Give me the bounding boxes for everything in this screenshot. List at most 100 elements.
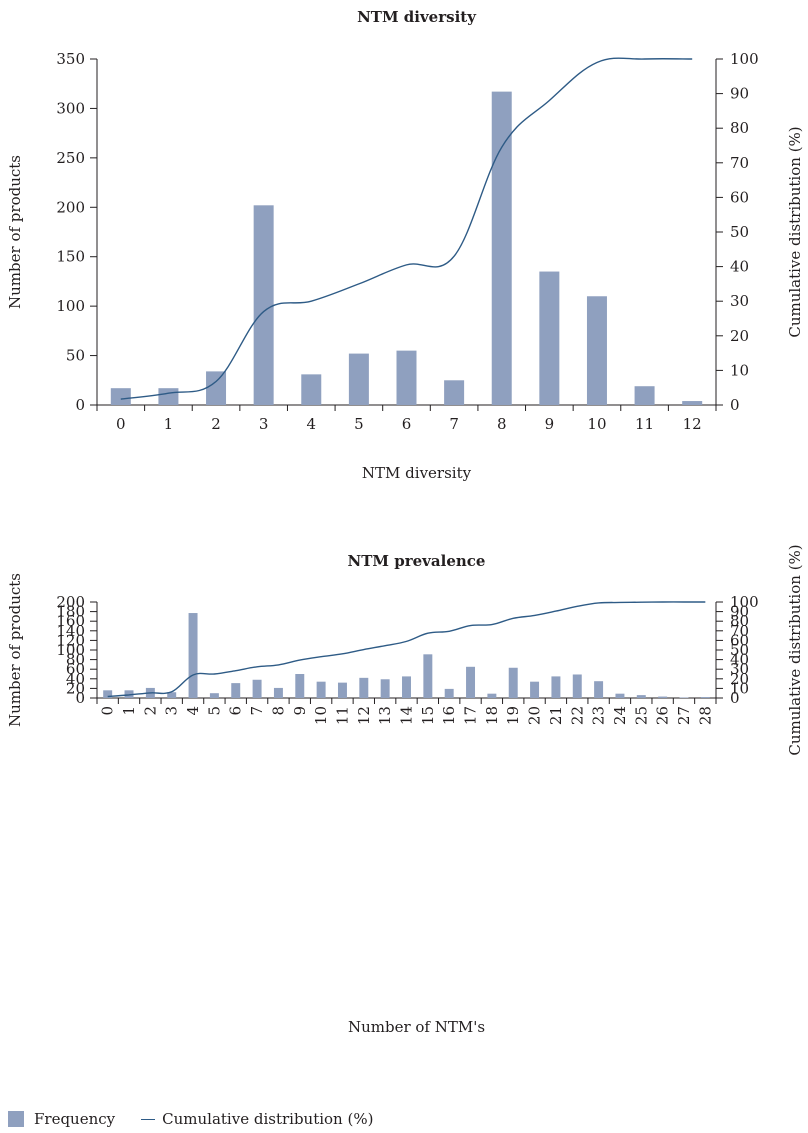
x-tick-label: 1: [164, 415, 174, 433]
bar: [337, 682, 347, 698]
bar: [301, 374, 322, 405]
x-tick-label: 22: [568, 706, 586, 725]
x-tick-label: 21: [547, 706, 565, 725]
x-tick-label: 11: [333, 706, 351, 725]
y2-tick-label: 0: [730, 689, 740, 707]
x-tick-label: 27: [675, 706, 693, 725]
x-tick-label: 23: [590, 706, 608, 725]
y2-tick-label: 60: [730, 631, 749, 649]
y-tick-label: 80: [66, 651, 85, 669]
y-tick-label: 150: [56, 248, 85, 266]
bar: [188, 613, 198, 698]
x-tick-label: 3: [163, 706, 181, 716]
x-tick-label: 7: [449, 415, 459, 433]
bar: [636, 695, 646, 698]
bar: [359, 677, 369, 698]
x-tick-label: 12: [683, 415, 702, 433]
x-axis-label: Number of NTM's: [348, 1018, 485, 1036]
chart-title: NTM diversity: [357, 8, 477, 26]
bar: [396, 350, 417, 405]
x-tick-label: 13: [376, 706, 394, 725]
chart-2: NTM prevalence02040608010012014016018020…: [6, 544, 804, 1036]
x-tick-label: 28: [696, 706, 714, 725]
y-tick-label: 100: [56, 297, 85, 315]
x-tick-label: 26: [654, 706, 672, 725]
bar: [124, 690, 134, 698]
bar: [167, 692, 177, 698]
x-tick-label: 5: [354, 415, 364, 433]
x-tick-label: 25: [632, 706, 650, 725]
bar: [206, 371, 227, 405]
y2-tick-label: 30: [730, 660, 749, 678]
x-tick-label: 20: [526, 706, 544, 725]
bar: [273, 687, 283, 698]
bar: [348, 353, 369, 405]
y-tick-label: 0: [75, 689, 85, 707]
x-tick-label: 24: [611, 706, 629, 725]
chart-1: NTM diversity050100150200250300350010203…: [6, 8, 804, 482]
x-tick-label: 8: [269, 706, 287, 716]
x-tick-label: 9: [291, 706, 309, 716]
bar: [295, 674, 305, 698]
legend: Frequency Cumulative distribution (%): [8, 1110, 373, 1128]
y-tick-label: 120: [56, 631, 85, 649]
figure: NTM diversity050100150200250300350010203…: [6, 8, 804, 1036]
y-tick-label: 300: [56, 99, 85, 117]
x-tick-label: 3: [259, 415, 269, 433]
bar: [594, 681, 604, 698]
y2-tick-label: 10: [730, 361, 749, 379]
bar: [444, 688, 454, 698]
legend-cumulative-line-swatch: [141, 1118, 156, 1120]
y2-tick-label: 80: [730, 612, 749, 630]
y-tick-label: 160: [56, 612, 85, 630]
y2-tick-label: 70: [730, 154, 749, 172]
bar: [423, 654, 433, 698]
bar: [658, 696, 668, 698]
x-tick-label: 2: [141, 706, 159, 716]
bar: [231, 683, 241, 698]
y2-tick-label: 90: [730, 603, 749, 621]
legend-cumulative-label: Cumulative distribution (%): [162, 1110, 374, 1128]
x-tick-label: 18: [483, 706, 501, 725]
x-tick-label: 16: [440, 706, 458, 725]
y2-axis-label: Cumulative distribution (%): [786, 544, 804, 755]
y-tick-label: 50: [66, 347, 85, 365]
y-tick-label: 250: [56, 149, 85, 167]
y-tick-label: 200: [56, 593, 85, 611]
bar: [487, 693, 497, 698]
x-tick-label: 7: [248, 706, 266, 716]
bar: [530, 681, 540, 698]
bar: [103, 690, 113, 698]
x-tick-label: 6: [402, 415, 412, 433]
y2-tick-label: 20: [730, 670, 749, 688]
x-tick-label: 6: [227, 706, 245, 716]
y-tick-label: 0: [75, 396, 85, 414]
cumulative-line: [120, 57, 693, 400]
bar: [700, 697, 710, 698]
bar: [444, 380, 465, 405]
bar: [491, 91, 512, 405]
y2-tick-label: 100: [730, 593, 759, 611]
y2-tick-label: 10: [730, 679, 749, 697]
x-tick-label: 4: [184, 706, 202, 716]
y-tick-label: 350: [56, 50, 85, 68]
x-tick-label: 12: [355, 706, 373, 725]
y2-tick-label: 90: [730, 85, 749, 103]
x-tick-label: 0: [99, 706, 117, 716]
bar: [110, 388, 131, 405]
y-tick-label: 140: [56, 622, 85, 640]
y-tick-label: 180: [56, 603, 85, 621]
x-tick-label: 8: [497, 415, 507, 433]
x-tick-label: 10: [312, 706, 330, 725]
y2-tick-label: 30: [730, 292, 749, 310]
bar: [402, 676, 411, 698]
x-tick-label: 2: [211, 415, 221, 433]
y2-tick-label: 50: [730, 223, 749, 241]
bar: [316, 681, 326, 698]
x-tick-label: 10: [587, 415, 606, 433]
bar: [466, 666, 476, 698]
x-tick-label: 15: [419, 706, 437, 725]
y-tick-label: 40: [66, 670, 85, 688]
x-tick-label: 9: [545, 415, 555, 433]
legend-frequency-label: Frequency: [34, 1110, 116, 1128]
